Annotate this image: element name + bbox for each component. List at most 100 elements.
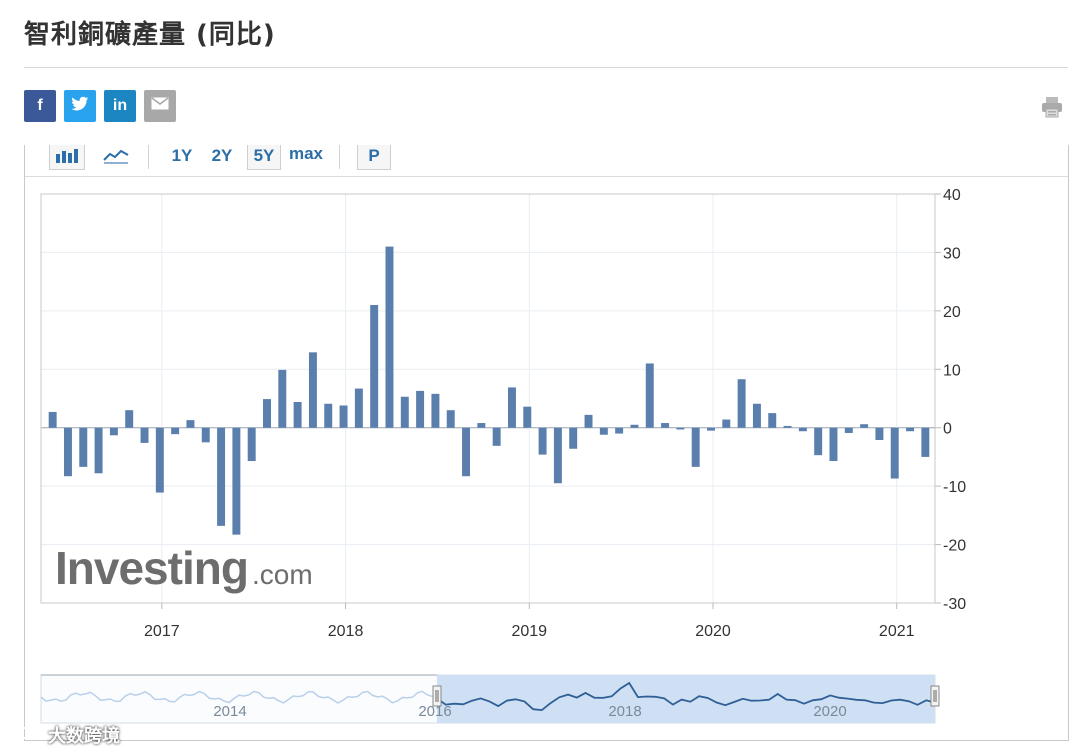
watermark-logo-icon bbox=[4, 723, 44, 748]
bar bbox=[370, 305, 379, 428]
bar-series bbox=[48, 246, 930, 535]
bar bbox=[48, 411, 57, 428]
bar bbox=[615, 427, 624, 434]
bar bbox=[477, 423, 486, 428]
bar bbox=[630, 424, 639, 428]
y-axis: 40 30 20 10 0 -10 -20 -30 bbox=[935, 187, 966, 613]
bar bbox=[446, 410, 455, 428]
bar bbox=[339, 405, 348, 428]
bar bbox=[171, 427, 180, 435]
title-divider bbox=[24, 67, 1068, 68]
bar bbox=[752, 403, 761, 428]
bar bbox=[507, 387, 516, 428]
area-chart-type-button[interactable] bbox=[99, 145, 133, 169]
bar bbox=[844, 427, 853, 433]
email-share-button[interactable] bbox=[144, 90, 176, 122]
navigator-handle[interactable] bbox=[930, 685, 940, 707]
bar bbox=[599, 427, 608, 435]
investing-logo-text: Investing bbox=[55, 542, 248, 594]
bar bbox=[140, 427, 149, 443]
range-max-button[interactable]: max bbox=[288, 144, 324, 163]
bar bbox=[553, 427, 562, 484]
bar bbox=[890, 427, 899, 479]
navigator-history-line bbox=[40, 690, 438, 704]
bar bbox=[584, 414, 593, 428]
linkedin-share-button[interactable]: in bbox=[104, 90, 136, 122]
print-icon[interactable] bbox=[1040, 95, 1064, 119]
bar bbox=[94, 427, 103, 474]
bar bbox=[798, 427, 807, 432]
facebook-icon: f bbox=[37, 97, 43, 114]
bar bbox=[860, 424, 869, 428]
investing-logo: Investing .com bbox=[55, 542, 313, 594]
toolbar-separator bbox=[148, 145, 149, 169]
bar bbox=[125, 410, 134, 428]
bar bbox=[217, 427, 226, 526]
bar bbox=[431, 393, 440, 428]
y-tick-label: -20 bbox=[943, 538, 966, 555]
range-5y-button[interactable]: 5Y bbox=[247, 145, 281, 170]
bar bbox=[324, 403, 333, 428]
navigator: 2014 2016 2018 2020 bbox=[40, 674, 940, 724]
bar bbox=[232, 427, 241, 535]
bar bbox=[921, 427, 930, 457]
bar bbox=[308, 352, 317, 428]
bar bbox=[783, 425, 792, 428]
investing-logo-suffix: .com bbox=[252, 559, 313, 590]
bar bbox=[247, 427, 256, 462]
email-icon bbox=[151, 97, 169, 115]
bar bbox=[768, 413, 777, 428]
bar bbox=[416, 390, 425, 428]
bar bbox=[829, 427, 838, 462]
bar bbox=[354, 388, 363, 428]
bar bbox=[523, 406, 532, 428]
bar bbox=[737, 379, 746, 428]
x-tick-label: 2017 bbox=[144, 623, 180, 640]
chart-frame: 1Y 2Y 5Y max P 40 30 20 10 0 -10 -20 -30 2017 20… bbox=[24, 144, 1069, 741]
bar-chart-type-button[interactable] bbox=[49, 145, 85, 170]
facebook-share-button[interactable]: f bbox=[24, 90, 56, 122]
plot-border bbox=[40, 193, 936, 604]
y-tick-label: 10 bbox=[943, 362, 961, 379]
navigator-series-line bbox=[436, 681, 936, 712]
bar bbox=[79, 427, 88, 467]
watermark: 大数跨境 bbox=[4, 722, 120, 748]
bar bbox=[201, 427, 210, 443]
bar bbox=[63, 427, 72, 477]
y-tick-label: 40 bbox=[943, 187, 961, 204]
bar bbox=[661, 423, 670, 428]
page-title: 智利銅礦產量 (同比) bbox=[24, 20, 276, 50]
y-tick-label: -30 bbox=[943, 596, 966, 613]
navigator-label: 2014 bbox=[213, 703, 246, 720]
bar bbox=[875, 427, 884, 440]
linkedin-icon: in bbox=[112, 97, 128, 114]
bar bbox=[722, 419, 731, 428]
x-tick-label: 2021 bbox=[879, 623, 915, 640]
navigator-handle[interactable] bbox=[432, 685, 442, 707]
twitter-share-button[interactable] bbox=[64, 90, 96, 122]
bar bbox=[278, 369, 287, 428]
y-tick-label: 30 bbox=[943, 245, 961, 262]
twitter-icon bbox=[71, 96, 89, 117]
bar bbox=[155, 427, 164, 493]
range-1y-button[interactable]: 1Y bbox=[171, 146, 193, 165]
x-tick-label: 2019 bbox=[511, 623, 547, 640]
navigator-label: 2020 bbox=[813, 703, 846, 720]
bar bbox=[707, 427, 715, 431]
bar bbox=[263, 399, 271, 428]
p-button[interactable]: P bbox=[357, 145, 391, 170]
y-tick-label: -10 bbox=[943, 479, 966, 496]
bar-chart-icon bbox=[55, 149, 79, 168]
bar bbox=[492, 427, 501, 446]
bar bbox=[462, 427, 471, 477]
range-2y-button[interactable]: 2Y bbox=[211, 146, 233, 165]
bar bbox=[814, 427, 823, 456]
bar bbox=[385, 246, 394, 428]
toolbar-divider bbox=[25, 176, 1068, 177]
area-chart-icon bbox=[103, 149, 129, 168]
bar bbox=[906, 427, 915, 432]
navigator-label: 2016 bbox=[418, 703, 451, 720]
x-tick-label: 2020 bbox=[695, 623, 731, 640]
y-tick-label: 0 bbox=[943, 421, 952, 438]
